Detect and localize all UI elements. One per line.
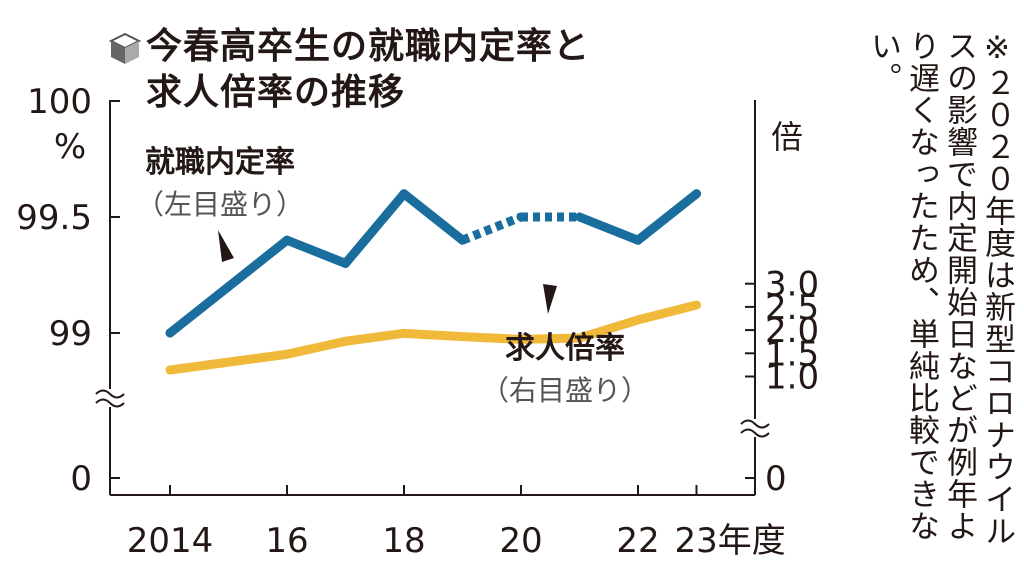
left-axis-break-gap [94, 389, 126, 407]
series-employment-segment [575, 212, 643, 245]
series-label-employment: 就職内定率 [145, 145, 295, 180]
series-employment-point [165, 328, 175, 338]
pointer-employment [218, 230, 234, 262]
series-employment-point [399, 189, 409, 199]
series-employment-segment [633, 189, 701, 245]
footnote: ※２０２０年度は新型コロナウイルスの影響で内定開始日などが例年より遅くなったため… [864, 30, 1016, 570]
series-employment-segment [282, 235, 350, 268]
left-axis-unit: % [54, 127, 86, 167]
chart-title-line2: 求人倍率の推移 [146, 72, 406, 113]
x-tick-label: 16 [265, 521, 308, 561]
right-tick-label: 1.5 [765, 334, 819, 374]
x-tick-label: 20 [499, 521, 542, 561]
x-tick-label: 18 [382, 521, 425, 561]
series-employment-point [575, 212, 584, 222]
left-axis-break-wave-bottom [95, 398, 125, 408]
left-axis-break-wave-top [95, 389, 125, 399]
x-tick-label: 2014 [127, 521, 214, 561]
right-tick-label: 2.0 [765, 311, 819, 351]
series-label-job-ratio: 求人倍率 [505, 331, 625, 366]
x-tick-label: 22 [616, 521, 659, 561]
left-tick-label: 100 [27, 82, 92, 122]
series-axis-note-job-ratio: （右目盛り） [481, 374, 649, 407]
right-axis-unit: 倍 [771, 118, 803, 156]
left-tick-label: 0 [70, 459, 92, 499]
left-tick-label: 99.5 [16, 198, 92, 238]
series-employment-point [341, 258, 350, 268]
pointer-job-ratio [543, 284, 557, 314]
series-job-ratio-line [165, 300, 701, 375]
cube-icon [108, 32, 142, 70]
footnote-mark: ※ [979, 30, 1015, 67]
right-axis-break-wave-bottom [740, 428, 770, 438]
series-employment-point [458, 235, 467, 245]
series-employment-segment [341, 189, 409, 268]
series-employment-point [633, 235, 643, 245]
series-employment-point [224, 282, 233, 292]
right-tick-label: 2.5 [765, 288, 819, 328]
right-tick-label: 1.0 [765, 358, 819, 398]
right-tick-label: 0 [765, 459, 787, 499]
series-employment-segment [165, 282, 233, 338]
footnote-text: ２０２０年度は新型コロナウイルスの影響で内定開始日などが例年より遅くなったため、… [865, 30, 1015, 547]
series-employment-point [282, 235, 292, 245]
chart-title-line1: 今春高卒生の就職内定率と [146, 26, 591, 67]
right-axis-break-gap [739, 419, 771, 437]
left-tick-label: 99 [49, 314, 92, 354]
series-employment-point [692, 189, 701, 199]
series-employment-segment-dotted [460, 212, 523, 245]
x-tick-label: 23年度 [675, 521, 786, 561]
right-tick-label: 3.0 [765, 265, 819, 305]
series-employment-segment [399, 189, 467, 245]
series-employment-segment [224, 235, 292, 292]
right-axis-break-wave-top [740, 419, 770, 429]
series-axis-note-employment: （左目盛り） [136, 188, 304, 221]
series-employment-point [516, 212, 526, 222]
